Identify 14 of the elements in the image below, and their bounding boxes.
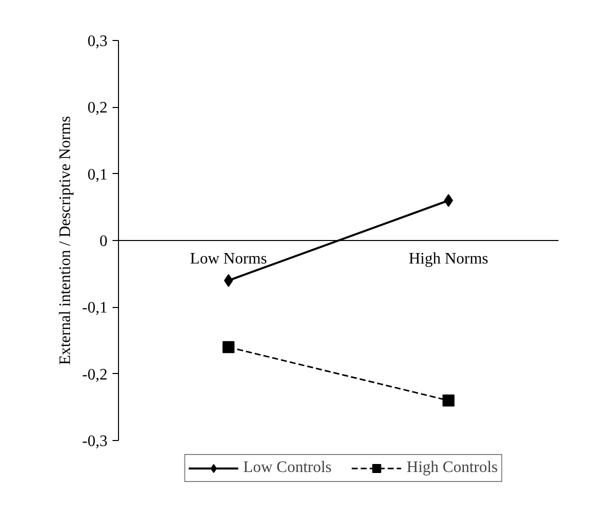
y-tick-label: 0	[100, 233, 108, 250]
legend-label: High Controls	[406, 459, 498, 477]
y-tick-label: -0,2	[82, 366, 108, 384]
y-axis-title: External intention / Descriptive Norms	[57, 116, 74, 365]
x-tick-label: Low Norms	[190, 250, 267, 268]
y-tick-label: 0,3	[88, 33, 108, 50]
y-tick-label: -0,1	[82, 300, 108, 317]
y-tick-label: 0,1	[88, 166, 108, 184]
y-tick-label: 0,2	[88, 100, 108, 117]
point	[222, 341, 234, 354]
y-tick-label: -0,3	[82, 433, 108, 450]
legend-label: Low Controls	[243, 459, 332, 477]
x-tick-label: High Norms	[408, 250, 488, 268]
point	[442, 394, 454, 406]
